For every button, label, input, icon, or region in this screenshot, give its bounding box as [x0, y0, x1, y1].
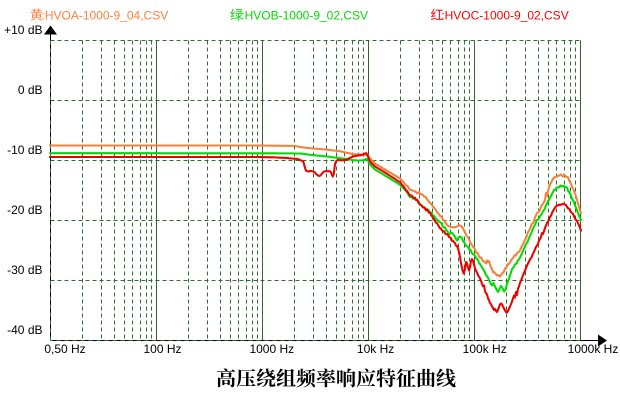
svg-text::HVOA-1000-9_04,CSV: :HVOA-1000-9_04,CSV — [42, 9, 169, 23]
svg-text:-10 dB: -10 dB — [7, 143, 42, 157]
svg-text:100k Hz: 100k Hz — [463, 342, 507, 356]
svg-text:0,50 Hz: 0,50 Hz — [44, 342, 85, 356]
svg-text:-30 dB: -30 dB — [7, 263, 42, 277]
svg-text::HVOC-1000-9_02,CSV: :HVOC-1000-9_02,CSV — [441, 9, 568, 23]
svg-text:100 Hz: 100 Hz — [143, 342, 181, 356]
svg-text:-20 dB: -20 dB — [7, 203, 42, 217]
svg-text:1000k Hz: 1000k Hz — [568, 342, 619, 356]
svg-text:10k Hz: 10k Hz — [357, 342, 394, 356]
svg-text:1000 Hz: 1000 Hz — [249, 342, 294, 356]
svg-text:0 dB: 0 dB — [18, 83, 43, 97]
svg-text:-40 dB: -40 dB — [7, 323, 42, 337]
svg-text:+10 dB: +10 dB — [4, 23, 42, 37]
svg-text::HVOB-1000-9_02,CSV: :HVOB-1000-9_02,CSV — [241, 9, 368, 23]
